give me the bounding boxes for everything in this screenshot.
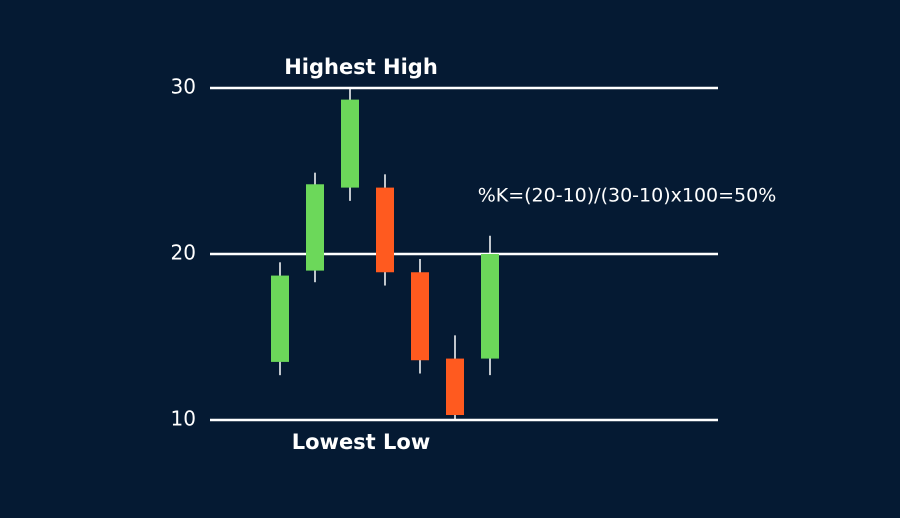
candle-body (446, 358, 464, 416)
y-tick-label: 10 (171, 407, 196, 431)
candle-body (306, 184, 324, 271)
annotation: Highest High (284, 55, 438, 79)
candle-body (411, 272, 429, 361)
annotation: %K=(20-10)/(30-10)x100=50% (478, 185, 777, 207)
candle-body (481, 254, 499, 359)
y-tick-label: 30 (171, 75, 196, 99)
candle-body (271, 275, 289, 362)
annotation: Lowest Low (292, 430, 431, 454)
candle-body (376, 187, 394, 273)
candle-body (341, 99, 359, 188)
y-tick-label: 20 (171, 241, 196, 265)
